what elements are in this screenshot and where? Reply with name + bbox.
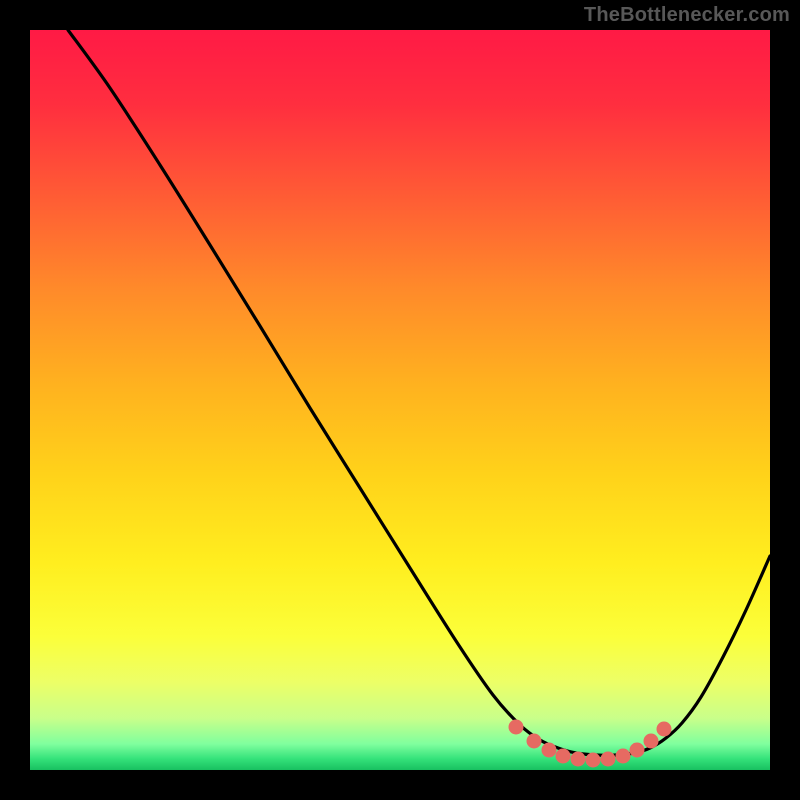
curve-marker <box>601 752 616 767</box>
curve-marker <box>586 753 601 768</box>
curve-layer <box>30 30 770 770</box>
curve-marker <box>644 734 659 749</box>
curve-marker <box>616 749 631 764</box>
curve-marker <box>571 752 586 767</box>
curve-marker <box>657 722 672 737</box>
watermark-text: TheBottlenecker.com <box>584 4 790 27</box>
bottleneck-curve <box>68 30 770 755</box>
figure-root: TheBottlenecker.com <box>0 0 800 800</box>
curve-marker <box>527 734 542 749</box>
curve-marker <box>542 743 557 758</box>
plot-area <box>30 30 770 770</box>
curve-marker <box>556 749 571 764</box>
curve-marker <box>509 720 524 735</box>
curve-marker <box>630 743 645 758</box>
